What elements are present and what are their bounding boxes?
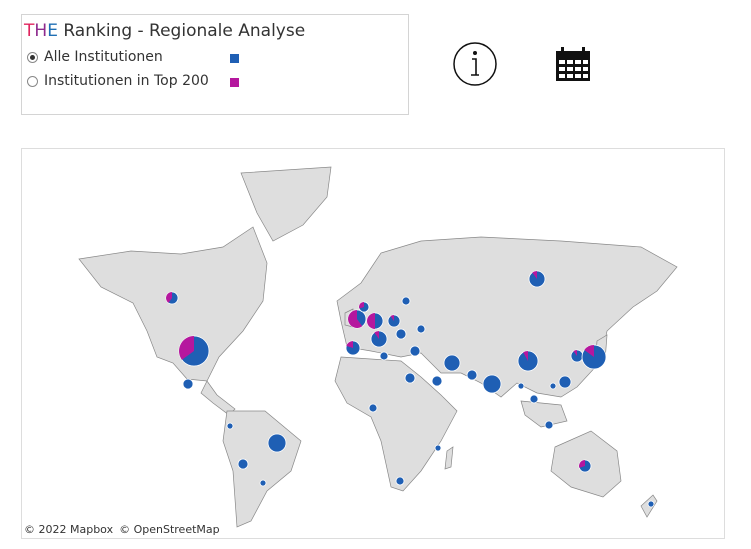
institution-pie[interactable] [544,420,554,430]
radio[interactable] [27,75,38,87]
top200-slice[interactable] [348,310,363,328]
institution-pie[interactable] [558,375,572,389]
top200-slice[interactable] [573,350,577,356]
top200-slice[interactable] [359,302,364,309]
calendar-button[interactable] [553,46,593,84]
top200-slice[interactable] [166,292,172,303]
brand: THE [24,21,58,41]
brand-letter: T [24,21,35,41]
top200-slice[interactable] [374,331,379,339]
top200-slice[interactable] [523,351,528,361]
top200-slice[interactable] [346,341,353,348]
institution-pie[interactable] [267,433,287,453]
institution-pie[interactable] [416,324,426,334]
top200-slice[interactable] [179,336,194,360]
legend-swatch [230,78,239,87]
attribution: © 2022 Mapbox © OpenStreetMap [24,523,226,536]
title: THE Ranking - Regionale Analyse [24,21,305,41]
institution-pie[interactable] [466,369,478,381]
top200-slice[interactable] [390,315,394,321]
legend: THE Ranking - Regionale Analyse Alle Ins… [21,14,409,115]
institution-pie[interactable] [395,328,407,340]
legend-swatch [230,54,239,63]
institution-pie[interactable] [409,345,421,357]
radio[interactable] [27,51,38,63]
info-button[interactable] [450,40,500,90]
brand-letter: H [34,21,48,41]
institution-pie[interactable] [368,403,378,413]
brand-letter: E [47,21,58,41]
legend-option[interactable]: Alle Institutionen [27,49,163,65]
institution-pie[interactable] [404,372,416,384]
institution-pie[interactable] [259,479,267,487]
top200-slice[interactable] [584,345,594,357]
institution-pie[interactable] [226,422,234,430]
attribution-text: © 2022 Mapbox [24,523,114,536]
institution-pie[interactable] [434,444,442,452]
institution-pie[interactable] [517,382,525,390]
institution-pie[interactable] [549,382,557,390]
attribution-text: © OpenStreetMap [119,523,220,536]
institution-pie[interactable] [431,375,443,387]
top200-slice[interactable] [532,271,537,279]
institution-pie[interactable] [182,378,194,390]
legend-label: Institutionen in Top 200 [44,73,209,89]
institution-pie[interactable] [443,354,461,372]
institution-pie[interactable] [237,458,249,470]
map[interactable] [21,148,725,539]
institution-pie[interactable] [401,296,411,306]
top200-slice[interactable] [579,460,585,468]
institution-pie[interactable] [379,351,389,361]
legend-option[interactable]: Institutionen in Top 200 [27,73,209,89]
institution-pie[interactable] [529,394,539,404]
legend-label: Alle Institutionen [44,49,163,65]
top200-slice[interactable] [367,313,375,329]
title-text: Ranking - Regionale Analyse [63,21,306,41]
institution-pie[interactable] [647,500,655,508]
institution-pie[interactable] [482,374,502,394]
institution-pie[interactable] [395,476,405,486]
